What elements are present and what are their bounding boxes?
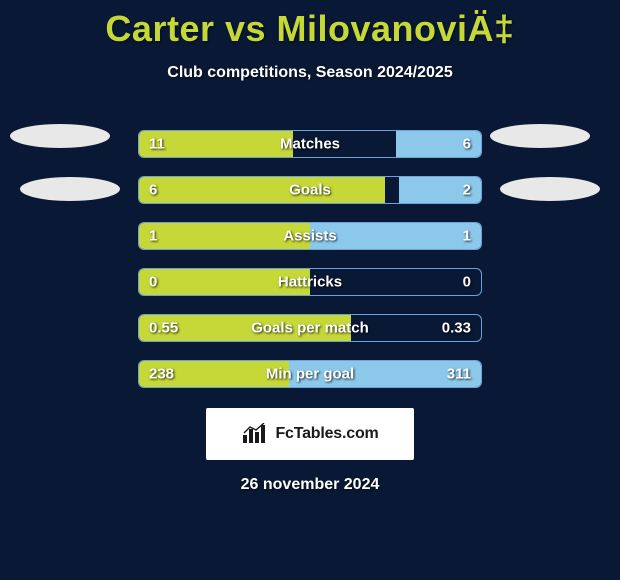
stat-bar: 11 6 Matches xyxy=(138,130,482,158)
stat-row: 238 311 Min per goal xyxy=(0,360,620,388)
stat-label: Assists xyxy=(283,228,336,245)
value-left: 6 xyxy=(149,182,157,199)
crest-placeholder-right xyxy=(490,124,590,148)
page-title: Carter vs MilovanoviÄ‡ xyxy=(0,0,620,50)
value-left: 0.55 xyxy=(149,320,178,337)
stat-row: 0 0 Hattricks xyxy=(0,268,620,296)
stat-bar: 1 1 Assists xyxy=(138,222,482,250)
value-left: 238 xyxy=(149,366,174,383)
badge-text: FcTables.com xyxy=(275,425,378,443)
crest-placeholder-right xyxy=(500,177,600,201)
value-right: 0 xyxy=(463,274,471,291)
crest-placeholder-left xyxy=(10,124,110,148)
subtitle: Club competitions, Season 2024/2025 xyxy=(0,64,620,82)
value-right: 311 xyxy=(447,366,471,383)
chart-icon xyxy=(241,423,269,445)
value-right: 2 xyxy=(463,182,471,199)
stats-area: 116Matches62Goals11Assists00Hattricks0.5… xyxy=(0,130,620,388)
stat-label: Hattricks xyxy=(278,274,342,291)
stat-bar: 0 0 Hattricks xyxy=(138,268,482,296)
stat-label: Min per goal xyxy=(266,366,354,383)
value-right: 6 xyxy=(463,136,471,153)
stat-row: 0.55 0.33 Goals per match xyxy=(0,314,620,342)
stat-label: Matches xyxy=(280,136,340,153)
stat-bar: 6 2 Goals xyxy=(138,176,482,204)
crest-placeholder-left xyxy=(20,177,120,201)
stat-row: 1 1 Assists xyxy=(0,222,620,250)
value-left: 0 xyxy=(149,274,157,291)
stat-bar: 0.55 0.33 Goals per match xyxy=(138,314,482,342)
value-left: 1 xyxy=(149,228,157,245)
value-right: 0.33 xyxy=(442,320,471,337)
value-left: 11 xyxy=(149,136,165,153)
date-label: 26 november 2024 xyxy=(0,476,620,494)
stat-label: Goals per match xyxy=(251,320,369,337)
stat-label: Goals xyxy=(289,182,331,199)
source-badge: FcTables.com xyxy=(206,408,414,460)
stat-bar: 238 311 Min per goal xyxy=(138,360,482,388)
bar-left-fill xyxy=(139,177,385,203)
value-right: 1 xyxy=(463,228,471,245)
